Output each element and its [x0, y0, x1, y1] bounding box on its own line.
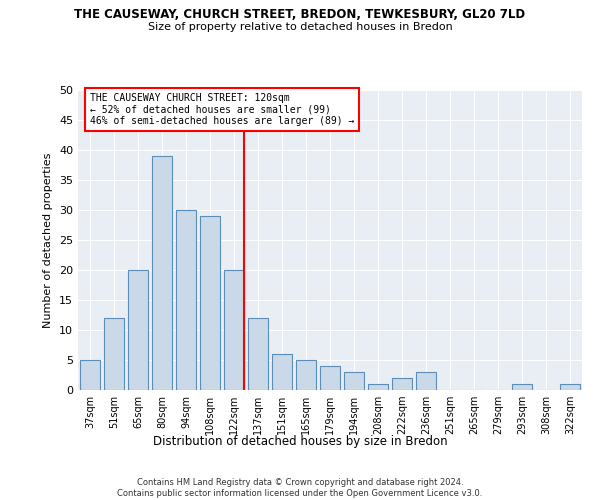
Bar	[272, 354, 292, 390]
Bar	[224, 270, 244, 390]
Bar	[176, 210, 196, 390]
Text: THE CAUSEWAY, CHURCH STREET, BREDON, TEWKESBURY, GL20 7LD: THE CAUSEWAY, CHURCH STREET, BREDON, TEW…	[74, 8, 526, 20]
Text: Size of property relative to detached houses in Bredon: Size of property relative to detached ho…	[148, 22, 452, 32]
Bar	[344, 372, 364, 390]
Bar	[320, 366, 340, 390]
Bar	[152, 156, 172, 390]
Text: Contains HM Land Registry data © Crown copyright and database right 2024.
Contai: Contains HM Land Registry data © Crown c…	[118, 478, 482, 498]
Text: Distribution of detached houses by size in Bredon: Distribution of detached houses by size …	[152, 435, 448, 448]
Bar	[104, 318, 124, 390]
Bar	[392, 378, 412, 390]
Bar	[80, 360, 100, 390]
Bar	[416, 372, 436, 390]
Bar	[200, 216, 220, 390]
Bar	[512, 384, 532, 390]
Bar	[296, 360, 316, 390]
Bar	[248, 318, 268, 390]
Text: THE CAUSEWAY CHURCH STREET: 120sqm
← 52% of detached houses are smaller (99)
46%: THE CAUSEWAY CHURCH STREET: 120sqm ← 52%…	[90, 93, 355, 126]
Bar	[560, 384, 580, 390]
Bar	[128, 270, 148, 390]
Bar	[368, 384, 388, 390]
Y-axis label: Number of detached properties: Number of detached properties	[43, 152, 53, 328]
